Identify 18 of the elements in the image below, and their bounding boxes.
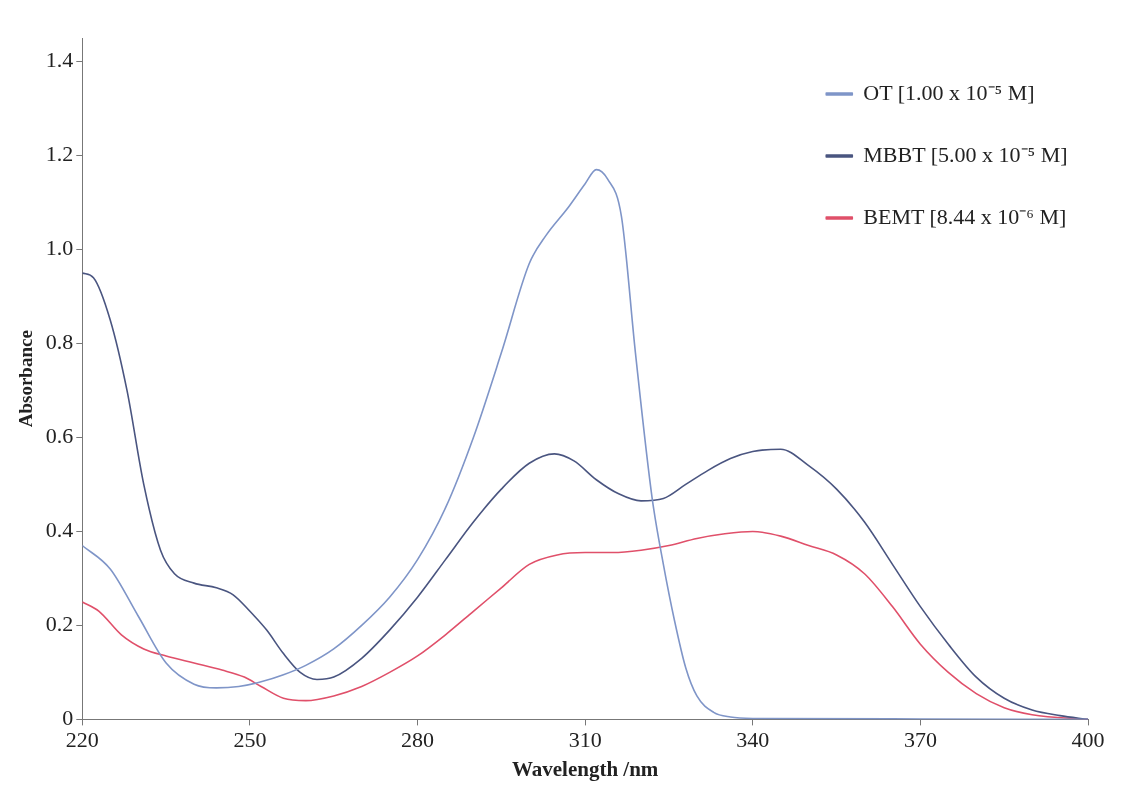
y-axis-title: Absorbance: [15, 330, 37, 428]
y-tick-label: 1.0: [45, 235, 74, 261]
x-tick-label: 400: [1071, 727, 1105, 753]
legend-label: BEMT [8.44 x 10⁻⁶ M]: [863, 203, 1067, 229]
x-tick-label: 250: [233, 727, 267, 753]
x-tick-label: 370: [903, 727, 937, 753]
y-tick-label: 0.4: [45, 517, 74, 543]
x-tick-label: 310: [568, 727, 602, 753]
legend-label: OT [1.00 x 10⁻⁵ M]: [863, 79, 1035, 105]
y-tick-label: 1.4: [45, 47, 74, 73]
x-axis-title: Wavelength /nm: [511, 756, 659, 781]
y-tick-label: 1.2: [45, 141, 74, 167]
x-tick-label: 280: [401, 727, 435, 753]
y-tick-label: 0.2: [45, 611, 74, 637]
y-tick-label: 0.6: [45, 423, 74, 449]
y-tick-label: 0.8: [45, 329, 74, 355]
legend-label: MBBT [5.00 x 10⁻⁵ M]: [863, 141, 1068, 167]
x-tick-label: 340: [736, 727, 770, 753]
